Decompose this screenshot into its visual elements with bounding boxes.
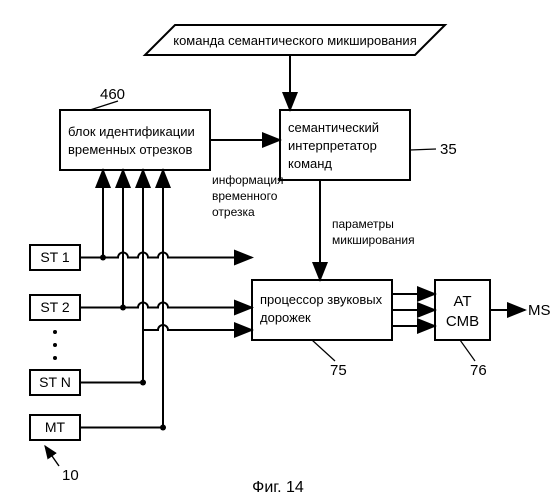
mt-text: MT <box>45 419 66 435</box>
edge-info-l3: отрезка <box>212 205 255 219</box>
edge-params-l2: микширования <box>332 233 415 247</box>
stn-text: ST N <box>39 374 71 390</box>
input-command-text: команда семантического микширования <box>173 33 417 48</box>
proc-line1: процессор звуковых <box>260 292 383 307</box>
cmb-label: 76 <box>470 362 487 379</box>
cmb-line1: AT <box>453 293 471 310</box>
proc-label: 75 <box>330 362 347 379</box>
interp-line2: интерпретатор <box>288 138 377 153</box>
ms-label: MS <box>528 302 551 319</box>
mt-label: 10 <box>62 467 79 484</box>
st1-text: ST 1 <box>40 249 70 265</box>
ident-line1: блок идентификации <box>68 124 195 139</box>
edge-params-l1: параметры <box>332 217 394 231</box>
interp-label: 35 <box>440 141 457 158</box>
ident-line2: временных отрезков <box>68 142 192 157</box>
interp-line1: семантический <box>288 120 379 135</box>
edge-info-l2: временного <box>212 189 278 203</box>
figure-label: Фиг. 14 <box>252 479 304 496</box>
proc-line2: дорожек <box>260 310 311 325</box>
cmb-line2: CMB <box>446 313 479 330</box>
ident-label: 460 <box>100 86 125 103</box>
interp-line3: команд <box>288 156 332 171</box>
edge-info-l1: информация <box>212 173 284 187</box>
st2-text: ST 2 <box>40 299 70 315</box>
